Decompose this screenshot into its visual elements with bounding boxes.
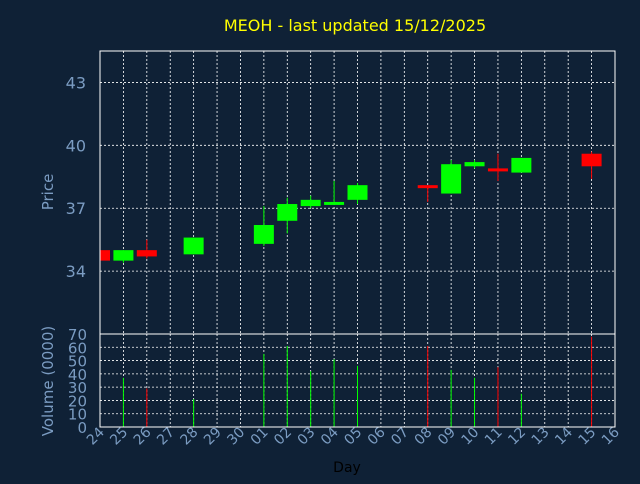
chart-title: MEOH - last updated 15/12/2025 — [224, 16, 486, 35]
x-tick-label: 29 — [201, 425, 225, 449]
volume-tick-label: 70 — [68, 326, 87, 344]
x-tick-label: 11 — [482, 425, 506, 449]
candle-body — [100, 250, 110, 261]
price-axis-label: Price — [39, 174, 57, 211]
candle-body — [441, 164, 462, 194]
candle — [487, 153, 508, 181]
x-tick-label: 10 — [458, 425, 482, 449]
candle — [183, 237, 204, 255]
x-tick-label: 13 — [529, 425, 553, 449]
x-tick-label: 06 — [365, 424, 389, 448]
x-axis-label: Day — [333, 460, 361, 476]
candle-body — [581, 153, 602, 167]
volume-tick-label: 20 — [68, 392, 87, 410]
candle — [136, 239, 157, 259]
candle-body — [417, 185, 438, 189]
candle-body — [347, 185, 368, 200]
price-tick-label: 43 — [66, 73, 86, 92]
candle-body — [253, 224, 274, 244]
candle-body — [300, 199, 321, 207]
candle-body — [113, 250, 134, 261]
x-tick-label: 09 — [435, 425, 459, 449]
candle-body — [183, 237, 204, 255]
x-tick-label: 01 — [248, 425, 272, 449]
x-tick-label: 12 — [505, 425, 529, 449]
volume-tick-label: 40 — [68, 366, 87, 384]
candle-body — [324, 201, 345, 205]
x-tick-label: 26 — [131, 424, 155, 448]
price-tick-label: 40 — [66, 136, 86, 155]
x-tick-label: 03 — [295, 425, 319, 449]
volume-panel-frame — [99, 333, 616, 428]
candle — [417, 185, 438, 202]
candle — [441, 160, 462, 194]
candle-body — [511, 157, 532, 173]
candle — [300, 195, 321, 209]
candle — [347, 183, 368, 205]
candle-body — [136, 250, 157, 257]
x-tick-label: 27 — [154, 425, 178, 449]
candle — [581, 151, 602, 179]
x-tick-label: 15 — [575, 425, 599, 449]
x-tick-label: 28 — [178, 425, 202, 449]
x-tick-label: 16 — [599, 424, 623, 448]
x-tick-label: 24 — [84, 424, 108, 448]
candle — [277, 197, 298, 234]
price-tick-label: 34 — [66, 262, 86, 281]
x-tick-label: 30 — [224, 425, 248, 449]
candle — [99, 250, 110, 263]
candle — [324, 180, 345, 205]
candle — [511, 157, 532, 173]
x-tick-label: 05 — [341, 425, 365, 449]
volume-tick-label: 30 — [68, 379, 87, 397]
volume-tick-label: 0 — [77, 419, 87, 437]
candle-body — [277, 204, 298, 221]
x-tick-label: 14 — [552, 424, 576, 448]
candle-body — [487, 168, 508, 172]
candle — [113, 250, 134, 263]
x-tick-label: 07 — [388, 425, 412, 449]
candle-body — [464, 162, 485, 167]
volume-tick-label: 60 — [68, 339, 87, 357]
x-tick-label: 02 — [271, 425, 295, 449]
volume-axis-label: Volume (0000) — [39, 326, 57, 436]
candle — [253, 206, 274, 246]
x-tick-label: 25 — [107, 425, 131, 449]
volume-tick-label: 50 — [68, 353, 87, 371]
x-tick-label: 08 — [412, 425, 436, 449]
x-tick-label: 04 — [318, 424, 342, 448]
price-tick-label: 37 — [66, 199, 86, 218]
volume-tick-label: 10 — [68, 406, 87, 424]
candle — [464, 160, 485, 169]
